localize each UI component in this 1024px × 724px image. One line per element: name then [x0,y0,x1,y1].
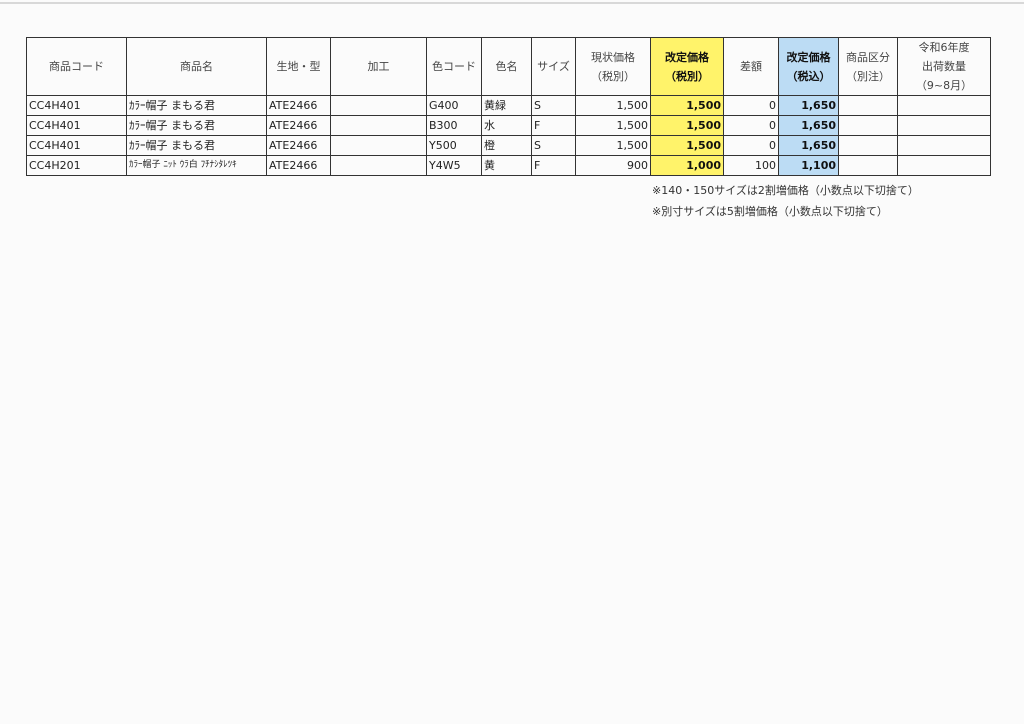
table-cell: 1,650 [778,95,839,116]
table-cell [897,135,991,156]
table-cell: 900 [575,155,651,176]
column-header: 改定価格 （税別） [650,37,724,96]
table-cell [838,135,898,156]
column-header: 改定価格 （税込） [778,37,839,96]
note: ※140・150サイズは2割増価格（小数点以下切捨て） [652,184,919,197]
table-row: CC4H401 ｶﾗｰ帽子 まもる君 ATE2466 B300 水 F 1,500 1,500… [26,115,991,136]
table-cell: 1,100 [778,155,839,176]
price-table: 商品コード 商品名 生地・型 加工 色コード 色名 サイズ 現状価格 （税別） 改定価格 （税別）差… [26,37,991,176]
column-header: 令和6年度 出荷数量 （9~8月） [897,37,991,96]
table-cell [838,115,898,136]
table-cell: Y4W5 [426,155,482,176]
table-cell [897,95,991,116]
table-cell: S [531,95,576,116]
table-row: CC4H201 ｶﾗｰ帽子 ﾆｯﾄ ｳﾗ白 ﾌﾁﾅｼﾀﾚﾂｷ ATE2466 Y4W5… [26,155,991,176]
table-row: CC4H401 ｶﾗｰ帽子 まもる君 ATE2466 G400 黄緑 S 1,500 1,50… [26,95,991,116]
column-header: 商品区分 （別注） [838,37,898,96]
column-header: 差額 [723,37,779,96]
table-cell: ATE2466 [266,155,331,176]
table-cell: CC4H401 [26,95,127,116]
column-header: 加工 [330,37,427,96]
table-cell: 1,500 [575,135,651,156]
table-cell: ATE2466 [266,115,331,136]
table-cell: ｶﾗｰ帽子 まもる君 [126,135,267,156]
table-cell: 1,650 [778,115,839,136]
column-header: 生地・型 [266,37,331,96]
column-header: 色名 [481,37,532,96]
table-cell: 0 [723,95,779,116]
table-cell: ｶﾗｰ帽子 まもる君 [126,95,267,116]
table-cell: ｶﾗｰ帽子 まもる君 [126,115,267,136]
table-cell [897,115,991,136]
table-cell [330,115,427,136]
table-cell: CC4H201 [26,155,127,176]
table-cell: 黄 [481,155,532,176]
column-header: 色コード [426,37,482,96]
table-cell: F [531,115,576,136]
table-cell [897,155,991,176]
table-cell: Y500 [426,135,482,156]
notes: ※140・150サイズは2割増価格（小数点以下切捨て） ※別寸サイズは5割増価格… [652,180,919,222]
column-header: 商品名 [126,37,267,96]
scan-edge [0,2,1024,4]
table-cell: ｶﾗｰ帽子 ﾆｯﾄ ｳﾗ白 ﾌﾁﾅｼﾀﾚﾂｷ [126,155,267,176]
table-row: CC4H401 ｶﾗｰ帽子 まもる君 ATE2466 Y500 橙 S 1,500 1,500… [26,135,991,156]
table-cell: CC4H401 [26,135,127,156]
table-cell: F [531,155,576,176]
table-cell: 橙 [481,135,532,156]
table-cell: S [531,135,576,156]
table-cell [838,155,898,176]
table-cell [838,95,898,116]
note: ※別寸サイズは5割増価格（小数点以下切捨て） [652,205,888,218]
table-cell: B300 [426,115,482,136]
table-cell: CC4H401 [26,115,127,136]
column-header: 現状価格 （税別） [575,37,651,96]
table-cell: ATE2466 [266,95,331,116]
table-cell: 1,500 [575,115,651,136]
column-header: サイズ [531,37,576,96]
table-cell: ATE2466 [266,135,331,156]
table-cell: 黄緑 [481,95,532,116]
table-cell: 1,500 [575,95,651,116]
table-cell: 1,500 [650,135,724,156]
table-cell: 0 [723,135,779,156]
header-row: 商品コード 商品名 生地・型 加工 色コード 色名 サイズ 現状価格 （税別） 改定価格 （税別）差… [26,37,991,96]
table-cell [330,155,427,176]
table-cell [330,95,427,116]
table-cell: 1,500 [650,95,724,116]
table-cell: 水 [481,115,532,136]
table-cell: 0 [723,115,779,136]
table-cell: 100 [723,155,779,176]
column-header: 商品コード [26,37,127,96]
table-cell: 1,000 [650,155,724,176]
table-cell [330,135,427,156]
table-cell: 1,500 [650,115,724,136]
table-cell: 1,650 [778,135,839,156]
table-cell: G400 [426,95,482,116]
